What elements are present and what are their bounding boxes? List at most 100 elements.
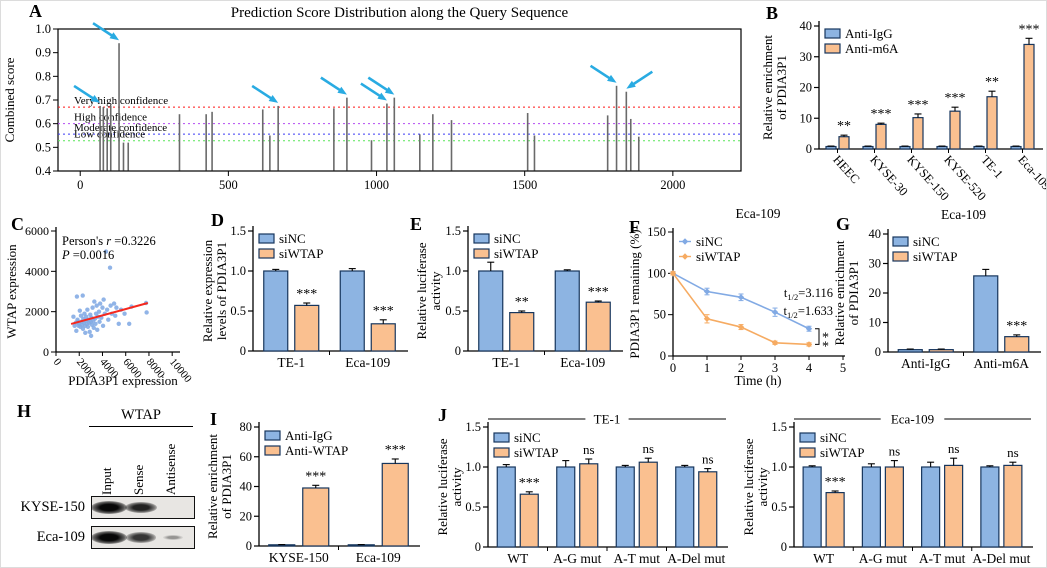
scatter-point <box>85 324 91 329</box>
svg-text:siWTAP: siWTAP <box>514 445 558 460</box>
svg-text:3: 3 <box>772 361 778 375</box>
half-life-label: t1/2=3.116 <box>784 286 833 302</box>
blot-band <box>91 501 127 514</box>
scatter-point <box>87 329 92 335</box>
legend-swatch-Anti-m6A <box>824 43 841 54</box>
svg-text:1.5: 1.5 <box>445 224 461 238</box>
svg-text:siNC: siNC <box>279 231 306 246</box>
bar-siWTAP-A-T mut <box>944 464 964 548</box>
scatter-point <box>144 310 149 315</box>
arrow-icon <box>268 94 279 103</box>
svg-text:0.5: 0.5 <box>465 500 481 514</box>
svg-text:10: 10 <box>800 111 813 125</box>
scatter-point <box>93 321 98 326</box>
svg-text:A-T mut: A-T mut <box>613 551 660 566</box>
arrow-icon <box>90 94 101 103</box>
bar-siWTAP-TE-1 <box>509 311 535 352</box>
svg-text:2000: 2000 <box>660 178 685 192</box>
scatter-point <box>95 327 100 333</box>
svg-text:1.0: 1.0 <box>445 264 461 278</box>
bar-siWTAP-Eca-109 <box>370 323 396 352</box>
bar-siWTAP-Eca-109 <box>585 301 611 352</box>
svg-text:0: 0 <box>475 540 481 554</box>
svg-text:ns: ns <box>583 442 595 457</box>
svg-text:0: 0 <box>875 345 881 359</box>
svg-text:ns: ns <box>948 441 960 456</box>
svg-text:30: 30 <box>869 257 882 271</box>
panel-g-label: G <box>836 214 851 234</box>
blot-row-label-eca109: Eca-109 <box>36 529 85 545</box>
m6a-enrichment-bar-chart: 0 10 20 30 40 Relative enrichment of PDIA3P1 HE… <box>760 19 1046 203</box>
panel-j-eca109: 0 0.5 1.0 1.5 Relative luciferase activity WT *… <box>741 389 1046 567</box>
svg-text:6000: 6000 <box>25 224 49 238</box>
svg-text:*: * <box>822 340 829 355</box>
svg-text:Anti-IgG: Anti-IgG <box>285 428 333 443</box>
scatter-point <box>107 265 113 270</box>
svg-text:Anti-WTAP: Anti-WTAP <box>285 443 348 458</box>
blot-gel-eca109 <box>91 526 195 549</box>
bar-siNC-Eca-109 <box>339 270 365 352</box>
svg-text:**: ** <box>985 75 999 90</box>
svg-text:0.6: 0.6 <box>35 117 51 131</box>
svg-text:0: 0 <box>660 349 666 363</box>
svg-text:A-G mut: A-G mut <box>553 551 602 566</box>
bar-siWTAP-A-G mut <box>579 463 599 548</box>
svg-text:**: ** <box>515 295 529 310</box>
blot-row-label-kyse150: KYSE-150 <box>20 499 85 515</box>
arrow-icon <box>589 64 612 81</box>
svg-text:***: *** <box>1006 319 1027 334</box>
bar-Anti-m6A-HEEC <box>838 136 850 150</box>
svg-text:Eca-109: Eca-109 <box>356 550 401 565</box>
scatter-point <box>78 313 84 318</box>
scatter-point <box>97 319 102 324</box>
svg-text:TE-1: TE-1 <box>978 153 1006 181</box>
panel-b: B 0 10 20 30 40 Relative enrichment of PDIA3P1… <box>759 1 1046 204</box>
scatter-point <box>71 314 76 319</box>
svg-text:ns: ns <box>889 444 901 459</box>
bar-siWTAP-A-G mut <box>884 466 904 548</box>
panel-a: A Prediction Score Distribution along th… <box>1 1 759 204</box>
svg-text:WT: WT <box>507 551 529 566</box>
legend-swatch-siWTAP <box>892 251 909 262</box>
bar-siNC-A-G mut <box>556 466 576 548</box>
svg-text:1: 1 <box>704 361 710 375</box>
svg-text:***: *** <box>305 469 326 484</box>
blot-band <box>163 534 183 541</box>
svg-text:0.4: 0.4 <box>35 164 51 178</box>
svg-text:Relative enrichment: Relative enrichment <box>205 434 220 539</box>
svg-text:0: 0 <box>77 178 83 192</box>
svg-text:0.5: 0.5 <box>771 500 787 514</box>
svg-text:PDIA3P1 remaining (%): PDIA3P1 remaining (%) <box>627 229 642 358</box>
svg-text:20: 20 <box>869 286 882 300</box>
panel-c: C 0 2000 4000 6000 0 2000 4000 6000 8000 10000 WTA… <box>1 204 201 389</box>
svg-text:1500: 1500 <box>512 178 537 192</box>
bar-Anti-WTAP-Eca-109 <box>381 462 409 547</box>
scatter-point <box>88 333 94 339</box>
svg-text:50: 50 <box>654 308 667 322</box>
scatter-point <box>91 325 96 330</box>
svg-text:Eca-109: Eca-109 <box>345 355 390 370</box>
arrow-icon <box>631 70 654 86</box>
svg-text:Very high confidence: Very high confidence <box>74 95 168 107</box>
svg-text:Relative expression: Relative expression <box>200 239 215 342</box>
svg-text:Anti-m6A: Anti-m6A <box>845 41 899 56</box>
merip-enrichment-bar-chart: 0 10 20 30 40 Relative enrichment of PDIA3P1 An… <box>832 207 1041 371</box>
panel-d: D 0 0.5 1.0 1.5 Relative expression levels of… <box>200 204 409 389</box>
scatter-point <box>104 307 110 312</box>
arrow-icon <box>109 32 120 41</box>
luciferase-activity-bar-chart: 0 0.5 1.0 1.5 Relative luciferase activity TE-… <box>414 224 623 370</box>
legend-swatch-siNC <box>493 432 510 443</box>
legend-swatch-siWTAP <box>799 447 816 458</box>
svg-text:*: * <box>822 331 829 346</box>
svg-text:4: 4 <box>806 361 813 375</box>
svg-text:Anti-IgG: Anti-IgG <box>901 356 951 371</box>
arrow-icon <box>73 84 95 101</box>
svg-text:0.8: 0.8 <box>35 69 51 83</box>
bar-siWTAP-Anti-m6A <box>1004 336 1030 353</box>
bar-Anti-WTAP-KYSE-150 <box>302 487 330 547</box>
bar-Anti-IgG-HEEC <box>825 145 837 150</box>
svg-text:A-G mut: A-G mut <box>859 551 908 566</box>
pearson-annotation: Person's r =0.3226 <box>62 234 156 248</box>
svg-text:2000: 2000 <box>25 305 49 319</box>
